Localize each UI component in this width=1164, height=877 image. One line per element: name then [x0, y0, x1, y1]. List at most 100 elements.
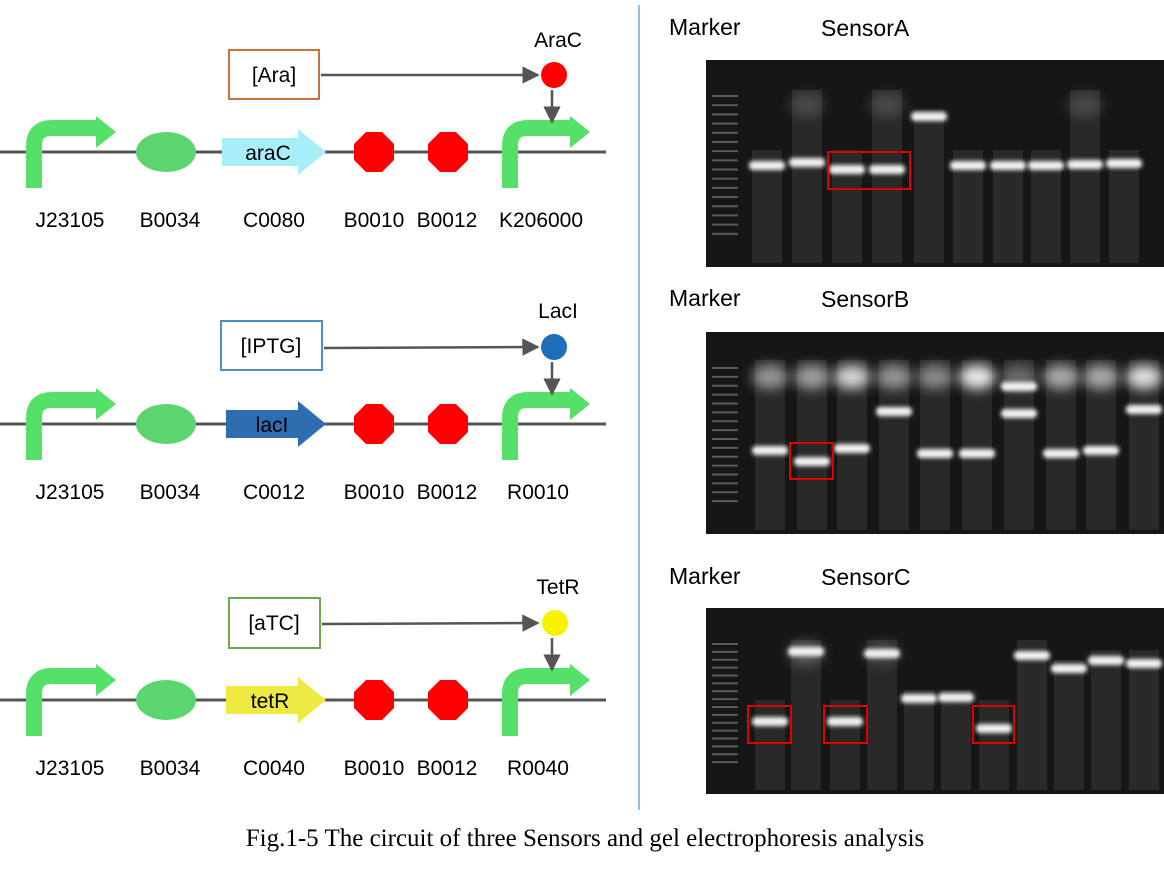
cds-tetR-icon [226, 677, 326, 723]
dna-band [1083, 446, 1119, 455]
dna-band [911, 112, 947, 121]
well-glow [794, 365, 830, 389]
ladder-band [712, 650, 738, 653]
dna-band [834, 444, 870, 453]
part-label: R0010 [507, 481, 569, 504]
gel-marker-label: Marker [669, 285, 741, 311]
part-label: B0034 [140, 209, 201, 232]
dna-band [876, 407, 912, 416]
cds-label: tetR [251, 690, 290, 713]
well-glow [917, 365, 953, 389]
lane-smear [872, 90, 902, 263]
ladder-band [712, 721, 738, 724]
dna-band [1126, 405, 1162, 414]
ladder-band [712, 113, 738, 116]
dna-band [1051, 664, 1087, 673]
promoter-icon [26, 664, 116, 736]
part-label: C0012 [243, 481, 305, 504]
regulator-label: AraC [534, 29, 582, 52]
well-glow [1126, 365, 1162, 389]
ladder-band [712, 473, 738, 476]
ladder-band [712, 150, 738, 153]
ladder-band [712, 761, 738, 764]
gel-marker-label: Marker [669, 14, 741, 40]
dna-band [976, 724, 1012, 733]
dna-band [789, 158, 825, 167]
well-glow [1043, 365, 1079, 389]
inducible-promoter-icon [502, 664, 590, 736]
terminator-icon [428, 680, 468, 720]
dna-band [950, 161, 986, 170]
regulator-protein-icon [541, 62, 567, 88]
cds-lacI-icon [226, 401, 326, 447]
lane-smear [1129, 650, 1159, 790]
terminator-icon [354, 132, 394, 172]
ladder-band [712, 104, 738, 107]
well-glow [752, 365, 788, 389]
dna-band [1014, 651, 1050, 660]
dna-band [1028, 161, 1064, 170]
dna-band [869, 165, 905, 174]
inducer-label: [IPTG] [241, 335, 302, 358]
inducer-label: [aTC] [248, 612, 299, 635]
ladder-band [712, 367, 738, 369]
inducible-promoter-icon [502, 388, 590, 460]
ladder-band [712, 140, 738, 143]
dna-band [1126, 659, 1162, 668]
inducer-label: [Ara] [252, 64, 296, 87]
highlight-box [823, 705, 868, 744]
lane-smear [904, 690, 934, 790]
ladder-band [712, 729, 738, 732]
ladder-band [712, 455, 738, 458]
dna-band [1088, 656, 1124, 665]
part-label: B0034 [140, 481, 201, 504]
gel-image-sensor-a [706, 60, 1164, 267]
circuit-sensor-c: tetR [aTC] TetR J23105 B0034 C0040 B0010… [0, 576, 606, 780]
well-glow [1083, 365, 1119, 389]
inducer-box [228, 49, 320, 100]
ladder-band [712, 446, 738, 449]
ladder-band [712, 375, 738, 378]
ladder-band [712, 682, 738, 685]
ladder-band [712, 214, 738, 217]
gel-sensor-label: SensorB [821, 286, 909, 312]
gel-image-sensor-c [706, 608, 1164, 794]
well-glow [959, 365, 995, 389]
cds-araC-icon [222, 129, 326, 175]
part-label: J23105 [36, 209, 105, 232]
terminator-icon [428, 404, 468, 444]
ladder-band [712, 159, 738, 162]
highlight-box [789, 442, 834, 480]
inducible-promoter-icon [502, 116, 590, 188]
dna-band [1001, 382, 1037, 391]
ladder-band [712, 698, 738, 701]
part-label: B0010 [344, 209, 405, 232]
dna-band [829, 165, 865, 174]
ladder-band [712, 177, 738, 180]
regulator-label: TetR [536, 576, 579, 599]
figure-caption: Fig.1-5 The circuit of three Sensors and… [246, 825, 925, 852]
dna-band [1043, 449, 1079, 458]
ladder-band [712, 745, 738, 748]
part-label: J23105 [36, 757, 105, 780]
lane-smear [755, 700, 785, 790]
circuit-sensor-b: lacI [IPTG] LacI J23105 B0034 C0012 B001… [0, 300, 606, 504]
ladder-band [712, 402, 738, 405]
terminator-icon [354, 680, 394, 720]
dna-band [788, 647, 824, 656]
promoter-icon [26, 388, 116, 460]
ladder-band [712, 500, 738, 503]
gel-sensor-label: SensorA [821, 15, 910, 41]
ladder-band [712, 186, 738, 189]
lane-smear [1091, 650, 1121, 790]
dna-band [917, 449, 953, 458]
ladder-band [712, 411, 738, 414]
ladder-band [712, 95, 738, 97]
lane-smear [1109, 150, 1139, 263]
ladder-band [712, 393, 738, 396]
rbs-icon [136, 680, 196, 720]
terminator-icon [428, 132, 468, 172]
part-label: B0012 [417, 481, 478, 504]
rbs-icon [136, 132, 196, 172]
